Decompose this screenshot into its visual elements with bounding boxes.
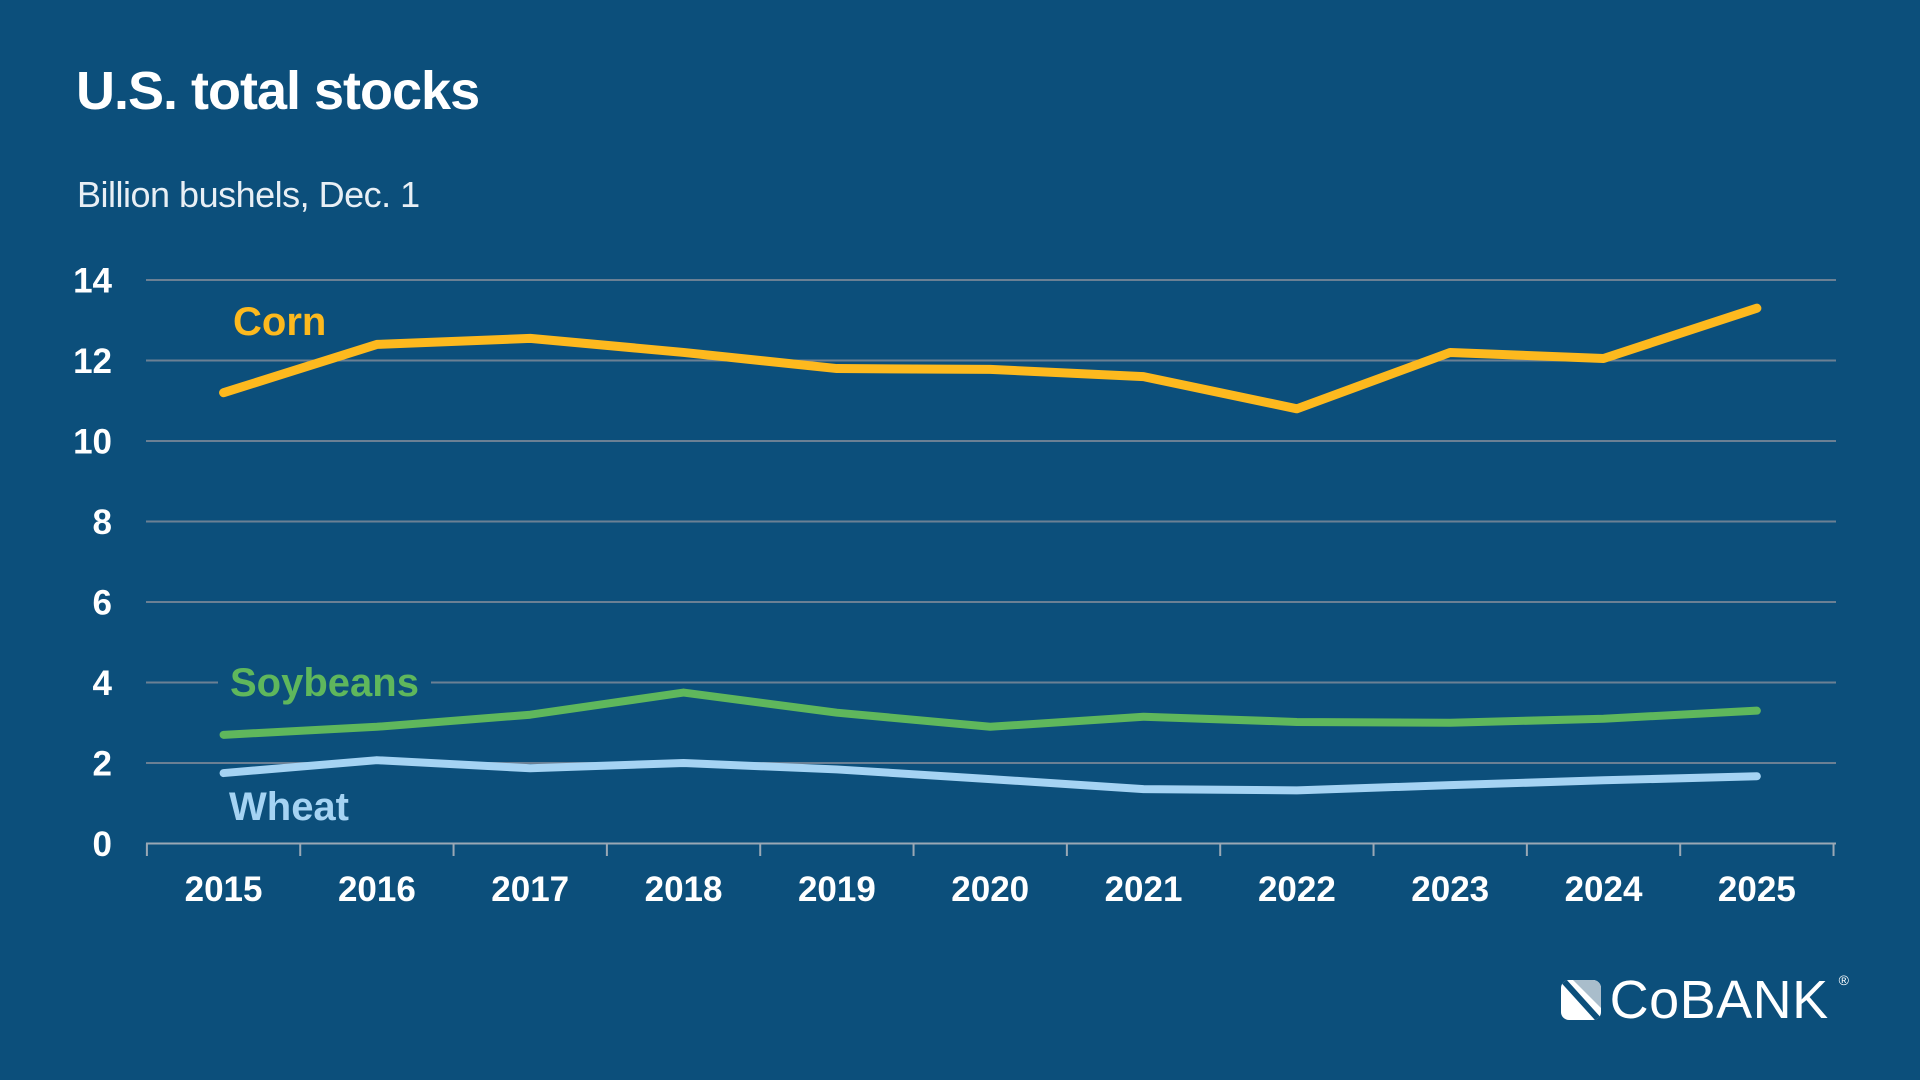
x-tick-label: 2022 (1258, 870, 1336, 909)
x-tick-label: 2016 (338, 870, 416, 909)
x-tick-label: 2020 (951, 870, 1029, 909)
x-tick-label: 2015 (185, 870, 263, 909)
page-subtitle: Billion bushels, Dec. 1 (77, 174, 420, 215)
x-tick-label: 2023 (1411, 870, 1489, 909)
x-tick-label: 2025 (1718, 870, 1796, 909)
y-tick-label: 0 (93, 825, 112, 864)
soybeans-series-label: Soybeans (218, 661, 431, 705)
y-tick-label: 10 (73, 423, 112, 462)
corn-series-label: Corn (233, 300, 327, 344)
soybeans-line (219, 688, 1761, 739)
registered-trademark-icon: ® (1838, 972, 1849, 988)
y-tick-label: 14 (73, 262, 112, 301)
page-title: U.S. total stocks (76, 61, 480, 121)
wheat-line (219, 756, 1761, 795)
y-tick-label: 8 (93, 503, 112, 542)
x-tick-label: 2024 (1565, 870, 1643, 909)
cobank-logo: CoBANK ® (1560, 970, 1849, 1030)
x-tick-label: 2019 (798, 870, 876, 909)
wheat-series-label: Wheat (229, 785, 349, 829)
y-tick-label: 12 (73, 342, 112, 381)
x-tick-label: 2018 (645, 870, 723, 909)
x-tick-label: 2021 (1105, 870, 1183, 909)
y-tick-label: 4 (93, 664, 113, 703)
y-tick-label: 6 (93, 584, 112, 623)
corn-line (219, 303, 1762, 414)
cobank-flag-icon (1560, 980, 1601, 1020)
x-tick-label: 2017 (491, 870, 569, 909)
cobank-wordmark: CoBANK (1609, 970, 1829, 1030)
y-tick-label: 2 (93, 745, 112, 784)
